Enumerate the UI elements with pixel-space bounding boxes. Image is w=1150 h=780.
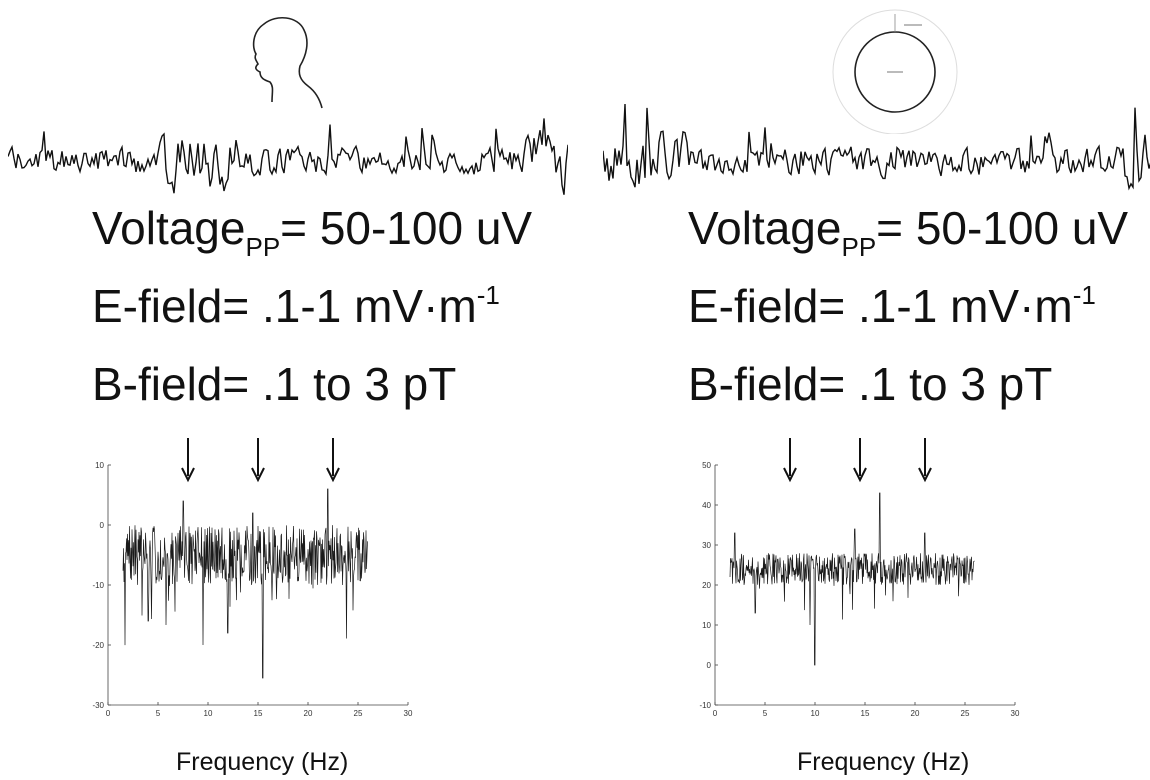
- x-tick-label: 10: [204, 709, 213, 718]
- eeg-trace-head: [8, 118, 568, 195]
- arrowhead-icon: [326, 467, 340, 483]
- bfield-label: B-field= .1 to 3 pT: [92, 358, 457, 410]
- y-tick-label: 0: [707, 661, 712, 670]
- voltage-line: VoltagePP= 50-100 uV: [688, 202, 1150, 262]
- left-panel: VoltagePP= 50-100 uV E-field= .1-1 mV·m-…: [8, 12, 568, 776]
- x-axis-title: Frequency (Hz): [797, 748, 970, 776]
- field-parameters: VoltagePP= 50-100 uV E-field= .1-1 mV·m-…: [92, 205, 652, 432]
- efield-label: E-field= .1-1 mV·m: [688, 280, 1073, 332]
- y-tick-label: -10: [699, 701, 711, 710]
- bfield-label: B-field= .1 to 3 pT: [688, 358, 1053, 410]
- efield-superscript: -1: [476, 280, 500, 310]
- y-tick-label: 40: [702, 501, 711, 510]
- x-tick-label: 5: [156, 709, 161, 718]
- arrowhead-icon: [251, 467, 265, 483]
- right-panel: VoltagePP= 50-100 uV E-field= .1-1 mV·m-…: [575, 0, 1150, 780]
- voltage-label: Voltage: [688, 202, 842, 254]
- efield-label: E-field= .1-1 mV·m: [92, 280, 477, 332]
- voltage-subscript: PP: [245, 232, 281, 262]
- x-tick-label: 0: [713, 709, 718, 718]
- y-tick-label: 50: [702, 461, 711, 470]
- x-tick-label: 30: [1011, 709, 1020, 718]
- sphere-circle-diagram-icon: [832, 2, 958, 139]
- x-tick-label: 15: [254, 709, 263, 718]
- efield-line: E-field= .1-1 mV·m-1: [92, 280, 652, 336]
- x-tick-label: 20: [304, 709, 313, 718]
- x-tick-label: 10: [811, 709, 820, 718]
- x-tick-label: 15: [861, 709, 870, 718]
- x-tick-label: 0: [106, 709, 111, 718]
- spectrum-chart-head: 100-10-20-300 5 10 15 20 25 30: [92, 438, 413, 718]
- arrowhead-icon: [918, 467, 932, 483]
- voltage-subscript: PP: [841, 232, 877, 262]
- efield-superscript: -1: [1072, 280, 1096, 310]
- y-tick-label: 10: [702, 621, 711, 630]
- human-head-silhouette-icon: [242, 12, 332, 117]
- x-tick-label: 5: [763, 709, 768, 718]
- y-tick-label: 20: [702, 581, 711, 590]
- eeg-trace-sphere: [603, 103, 1150, 191]
- eeg-trace-line: [8, 118, 568, 195]
- voltage-value: = 50-100 uV: [280, 202, 533, 254]
- arrowhead-icon: [853, 467, 867, 483]
- y-tick-label: -10: [92, 581, 104, 590]
- y-tick-label: -30: [92, 701, 104, 710]
- spectrum-line: [729, 492, 975, 666]
- efield-line: E-field= .1-1 mV·m-1: [688, 280, 1150, 336]
- spectrum-line: [122, 488, 368, 679]
- voltage-label: Voltage: [92, 202, 246, 254]
- y-tick-label: 0: [100, 521, 105, 530]
- field-parameters: VoltagePP= 50-100 uV E-field= .1-1 mV·m-…: [688, 205, 1150, 432]
- x-tick-label: 25: [354, 709, 363, 718]
- voltage-line: VoltagePP= 50-100 uV: [92, 202, 652, 262]
- y-tick-label: -20: [92, 641, 104, 650]
- voltage-value: = 50-100 uV: [876, 202, 1129, 254]
- bfield-line: B-field= .1 to 3 pT: [688, 361, 1150, 407]
- arrowhead-icon: [783, 467, 797, 483]
- x-tick-label: 30: [404, 709, 413, 718]
- eeg-trace-line: [603, 103, 1150, 191]
- x-tick-label: 20: [911, 709, 920, 718]
- arrowhead-icon: [181, 467, 195, 483]
- x-tick-label: 25: [961, 709, 970, 718]
- y-tick-label: 30: [702, 541, 711, 550]
- y-tick-label: 10: [95, 461, 104, 470]
- bfield-line: B-field= .1 to 3 pT: [92, 361, 652, 407]
- x-axis-title: Frequency (Hz): [176, 748, 349, 776]
